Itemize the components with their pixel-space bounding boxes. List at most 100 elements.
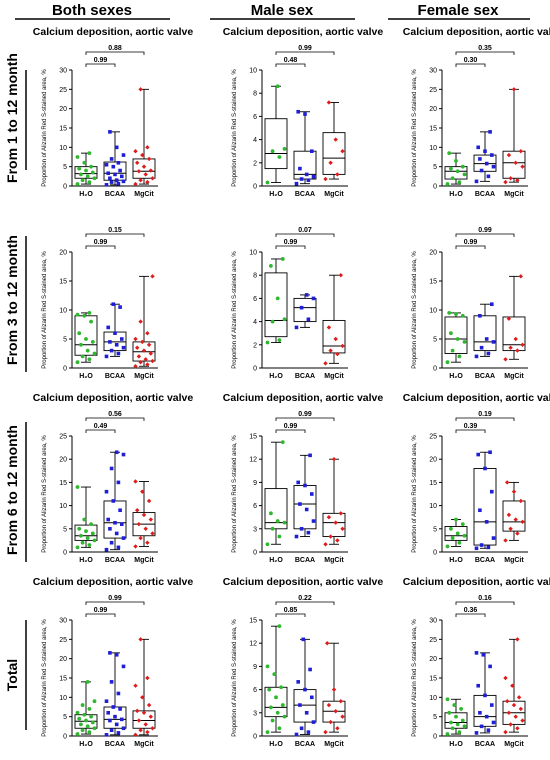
data-point	[298, 502, 302, 506]
box	[74, 524, 98, 541]
significance-bracket	[275, 233, 335, 237]
data-point	[84, 718, 88, 723]
data-point	[280, 703, 285, 707]
data-point	[486, 174, 491, 179]
data-point	[114, 653, 119, 657]
y-tick-label: 15	[59, 126, 67, 133]
x-tick-label: MgCit	[324, 373, 344, 380]
data-point	[141, 164, 147, 169]
box	[444, 166, 468, 180]
data-point	[457, 540, 462, 545]
data-point	[340, 343, 345, 349]
y-tick-label: 30	[429, 618, 437, 625]
data-point	[491, 536, 496, 540]
y-tick-label: 2	[253, 160, 257, 167]
data-point	[277, 624, 282, 629]
data-point	[301, 637, 306, 642]
data-point	[462, 172, 467, 177]
data-point	[148, 517, 153, 522]
chart-panel: Calcium deposition, aortic valve Proporti…	[223, 392, 384, 564]
data-point	[340, 149, 345, 154]
data-point	[106, 325, 110, 330]
data-point	[275, 84, 280, 89]
y-tick-label: 0	[63, 734, 67, 741]
data-point	[310, 149, 314, 153]
data-point	[108, 527, 112, 531]
chart-title: Calcium deposition, aortic valve	[403, 26, 550, 38]
data-point	[279, 685, 283, 690]
significance-bracket	[85, 51, 145, 55]
row-label-1-12: From 1 to 12 month	[4, 53, 20, 183]
x-tick-label: H₂O	[269, 741, 283, 748]
y-tick-label: 20	[429, 457, 437, 464]
data-point	[457, 730, 462, 735]
data-point	[85, 724, 90, 729]
box	[444, 712, 468, 729]
data-point	[109, 180, 114, 184]
chart-panel: Calcium deposition, aortic valve Proporti…	[33, 26, 194, 198]
data-point	[450, 536, 455, 540]
y-axis-label: Proportion of Alizarin Red S-stained are…	[232, 435, 238, 553]
row-label-3-12: From 3 to 12 month	[4, 235, 20, 365]
data-point	[299, 527, 304, 531]
y-tick-label: 0	[63, 184, 67, 191]
data-point	[90, 720, 95, 725]
x-tick-label: H₂O	[79, 373, 93, 380]
x-tick-label: MgCit	[504, 741, 524, 748]
significance-bracket	[85, 613, 116, 617]
chart-panel: Calcium deposition, aortic valve Proporti…	[403, 26, 550, 198]
data-point	[114, 178, 119, 182]
data-point	[92, 176, 97, 181]
data-point	[80, 540, 85, 545]
x-tick-label: MgCit	[324, 741, 344, 748]
data-point	[106, 711, 110, 715]
data-point	[84, 529, 88, 534]
data-point	[113, 172, 117, 177]
y-tick-label: 0	[433, 366, 437, 373]
data-point	[454, 158, 458, 163]
data-point	[520, 718, 525, 723]
chart-title: Calcium deposition, aortic valve	[33, 576, 194, 588]
y-tick-label: 4	[253, 319, 257, 326]
p-value-label: 0.99	[464, 239, 478, 246]
x-tick-label: BCAA	[295, 557, 315, 564]
data-point	[75, 710, 80, 715]
data-point	[478, 314, 482, 318]
y-tick-label: 25	[429, 87, 437, 94]
x-tick-label: H₂O	[269, 557, 283, 564]
data-point	[515, 726, 520, 731]
data-point	[104, 162, 109, 167]
data-point	[326, 100, 332, 105]
p-value-label: 0.99	[284, 239, 298, 246]
data-point	[490, 302, 494, 306]
data-point	[114, 531, 119, 536]
data-point	[445, 732, 450, 736]
significance-bracket	[85, 245, 116, 249]
data-point	[294, 534, 299, 539]
y-tick-label: 8	[253, 91, 257, 98]
data-point	[277, 726, 282, 731]
data-point	[505, 480, 510, 485]
data-point	[135, 345, 140, 350]
data-point	[274, 695, 278, 700]
data-point	[506, 710, 512, 715]
x-tick-label: BCAA	[105, 373, 125, 380]
y-tick-label: 0	[433, 184, 437, 191]
data-point	[508, 526, 513, 531]
chart-title: Calcium deposition, aortic valve	[33, 392, 194, 404]
data-point	[92, 538, 97, 543]
chart-panel: Proportion of Alizarin Red S-stained are…	[412, 227, 528, 380]
data-point	[136, 521, 142, 527]
data-point	[85, 174, 90, 179]
data-point	[520, 519, 525, 525]
data-point	[145, 540, 150, 545]
data-point	[513, 336, 518, 342]
data-point	[299, 305, 304, 310]
x-tick-label: BCAA	[105, 557, 125, 564]
data-point	[150, 531, 155, 536]
x-tick-label: BCAA	[295, 373, 315, 380]
data-point	[479, 345, 484, 350]
data-point	[269, 264, 273, 268]
y-tick-label: 12	[249, 457, 257, 464]
significance-bracket	[455, 233, 515, 237]
